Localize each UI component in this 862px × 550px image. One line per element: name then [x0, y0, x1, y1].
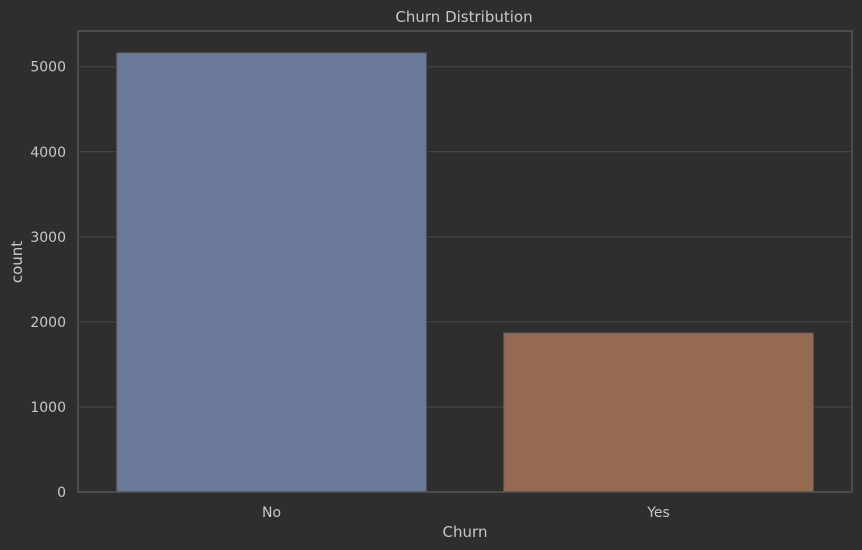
y-tick-labels: 0 1000 2000 3000 4000 5000: [30, 60, 66, 501]
x-tick-label-no: No: [262, 505, 281, 521]
bar-yes: [503, 332, 814, 493]
y-tick-label: 0: [57, 485, 66, 501]
x-tick-labels: No Yes: [262, 505, 670, 521]
y-tick-label: 3000: [30, 230, 66, 246]
x-axis-label: Churn: [443, 523, 488, 541]
y-tick-label: 4000: [30, 145, 66, 161]
bars: [116, 52, 814, 493]
chart-title: Churn Distribution: [395, 8, 532, 26]
axes-frame: [77, 30, 853, 493]
y-tick-label: 5000: [30, 60, 66, 76]
y-tick-label: 2000: [30, 315, 66, 331]
bar-no: [116, 52, 427, 493]
y-tick-label: 1000: [30, 400, 66, 416]
x-tick-label-yes: Yes: [646, 505, 670, 521]
y-axis-label: count: [8, 241, 26, 283]
